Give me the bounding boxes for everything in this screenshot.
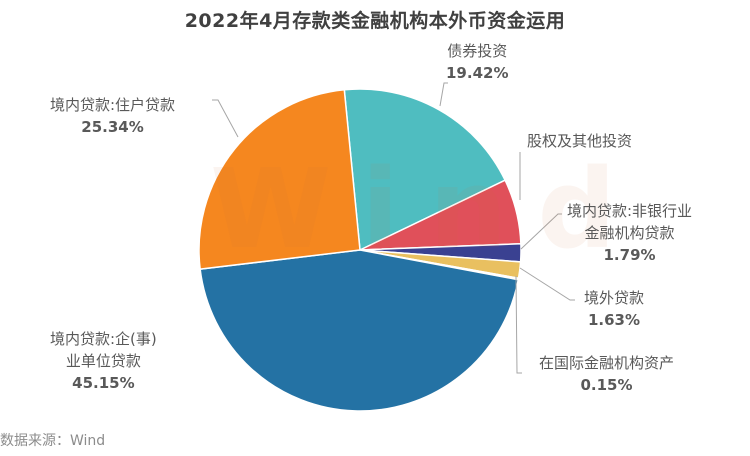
chart-title: 2022年4月存款类金融机构本外币资金运用 (184, 10, 566, 32)
leader-line-nonbank (520, 213, 562, 250)
label-equity-name: 股权及其他投资 (527, 132, 633, 150)
label-household: 境内贷款:住户贷款 25.34% (50, 94, 175, 138)
label-corp-pct: 45.15% (72, 374, 135, 392)
label-intl-pct: 0.15% (580, 376, 633, 394)
leader-line-intl (515, 275, 522, 374)
label-overseas-name: 境外贷款 (584, 289, 645, 307)
label-intl-name: 在国际金融机构资产 (539, 354, 675, 372)
pie-slice-0 (343, 88, 507, 252)
pie-slices (198, 88, 522, 412)
label-equity: 股权及其他投资 (527, 130, 632, 152)
label-corp-name-1: 境内贷款:企(事) (50, 330, 157, 348)
pie-slice-5 (199, 249, 520, 412)
label-nonbank-name-2: 金融机构贷款 (584, 224, 675, 242)
pie-slice-6 (198, 88, 361, 270)
label-nonbank-pct: 1.79% (603, 246, 656, 264)
label-household-name: 境内贷款:住户贷款 (50, 96, 176, 114)
leader-lines (212, 82, 575, 374)
label-overseas: 境外贷款 1.63% (584, 287, 644, 331)
label-nonbank-name-1: 境内贷款:非银行业 (567, 202, 693, 220)
label-bond-pct: 19.42% (446, 64, 509, 82)
leader-line-overseas (519, 267, 575, 301)
label-overseas-pct: 1.63% (587, 311, 641, 329)
label-nonbank: 境内贷款:非银行业 金融机构贷款 1.79% (567, 200, 692, 266)
leader-line-bond (439, 82, 448, 107)
label-intl: 在国际金融机构资产 0.15% (539, 352, 674, 396)
label-household-pct: 25.34% (81, 118, 144, 136)
label-corp-name-2: 业单位贷款 (65, 352, 141, 370)
label-corp: 境内贷款:企(事) 业单位贷款 45.15% (50, 328, 157, 394)
label-bond: 债券投资 19.42% (446, 40, 508, 84)
leader-line-household (212, 99, 239, 138)
label-bond-name: 债券投资 (447, 42, 508, 60)
data-source-note: 数据来源：Wind (0, 433, 106, 449)
